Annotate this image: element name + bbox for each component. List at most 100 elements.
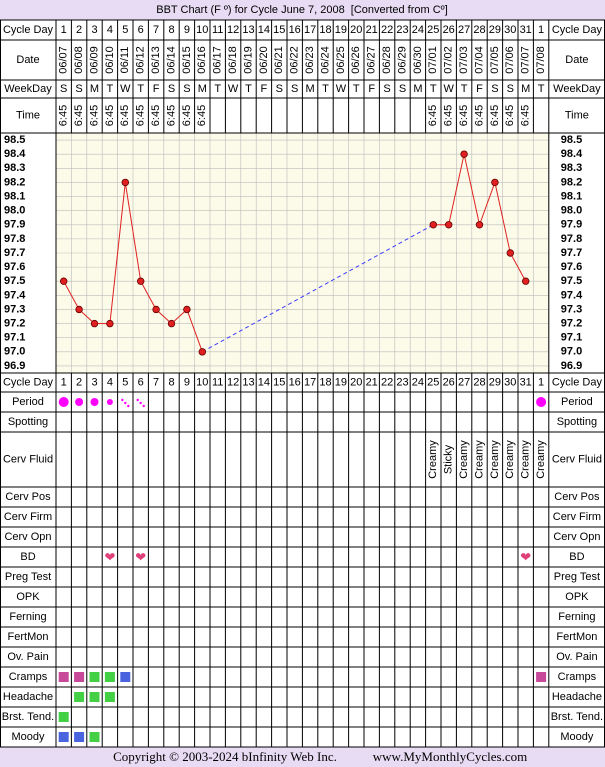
time: 6:45: [135, 105, 147, 126]
cycle-day: 5: [122, 376, 128, 388]
row-label: Spotting: [557, 416, 597, 428]
date: 06/28: [381, 46, 393, 74]
row-label: OPK: [16, 591, 40, 603]
time: 6:45: [520, 105, 532, 126]
temp-line: [63, 280, 80, 310]
date: 06/09: [88, 46, 100, 74]
date: 06/15: [181, 46, 193, 74]
y-tick-label: 98.3: [561, 162, 582, 174]
weekday: S: [75, 83, 82, 95]
row-label: Cycle Day: [3, 24, 54, 36]
cycle-day: 25: [427, 376, 439, 388]
date: 06/22: [289, 46, 301, 74]
date: 07/02: [443, 46, 455, 74]
row-label: Brst. Tend.: [551, 711, 603, 723]
row-label: Cerv Opn: [553, 531, 600, 543]
temp-point: [167, 319, 176, 328]
cycle-day: 8: [168, 24, 174, 36]
date: 06/23: [304, 46, 316, 74]
row-label: WeekDay: [553, 83, 601, 95]
row-label: Ov. Pain: [7, 651, 48, 663]
cycle-day: 3: [91, 24, 97, 36]
cycle-day: 17: [304, 376, 316, 388]
row-label: Spotting: [8, 416, 48, 428]
y-tick-label: 97.7: [4, 247, 25, 259]
weekday: W: [336, 83, 347, 95]
time: 6:45: [427, 105, 439, 126]
weekday: S: [276, 83, 283, 95]
temp-line: [124, 182, 142, 282]
weekday: M: [306, 83, 315, 95]
cycle-day: 26: [443, 376, 455, 388]
cycle-day: 15: [273, 376, 285, 388]
cycle-day: 19: [335, 24, 347, 36]
row-label: Time: [565, 109, 589, 121]
cycle-day: 12: [227, 24, 239, 36]
row-label: Cramps: [558, 671, 597, 683]
cycle-day: 6: [138, 24, 144, 36]
temp-line: [140, 280, 157, 310]
cycle-day: 23: [396, 376, 408, 388]
y-tick-label: 98.2: [561, 176, 582, 188]
cycle-day: 21: [366, 376, 378, 388]
temp-line: [448, 154, 465, 225]
symptom-box: [89, 672, 100, 682]
symptom-box: [89, 732, 100, 742]
weekday: S: [399, 83, 406, 95]
weekday: T: [245, 83, 252, 95]
cycle-day: 9: [184, 24, 190, 36]
y-tick-label: 97.9: [4, 219, 25, 231]
y-tick-label: 97.3: [561, 303, 582, 315]
y-tick-label: 97.1: [561, 332, 582, 344]
row-label: Cerv Firm: [553, 511, 601, 523]
time: 6:45: [73, 105, 85, 126]
period-dot: [75, 398, 84, 406]
date: 06/12: [135, 46, 147, 74]
cycle-day: 24: [412, 376, 424, 388]
weekday: T: [107, 83, 114, 95]
temp-point: [183, 305, 191, 314]
cycle-day: 14: [258, 24, 270, 36]
row-label: Moody: [560, 731, 594, 743]
cycle-day: 11: [212, 24, 223, 36]
cycle-day: 9: [184, 376, 190, 388]
cycle-day: 2: [76, 376, 82, 388]
date: 07/07: [520, 46, 532, 74]
date: 06/25: [335, 46, 347, 74]
date: 06/30: [412, 46, 424, 74]
temp-point: [429, 221, 437, 229]
cycle-day: 19: [335, 376, 347, 388]
bd-heart: ❤: [104, 549, 115, 564]
row-label: Cerv Fluid: [552, 453, 602, 465]
weekday: F: [368, 83, 375, 95]
temp-point: [152, 305, 160, 314]
cycle-day: 20: [350, 376, 362, 388]
cerv-fluid: Creamy: [458, 440, 470, 479]
row-label: BD: [20, 551, 35, 563]
y-tick-label: 98.4: [4, 148, 26, 160]
period-dot: [106, 399, 113, 405]
y-tick-label: 96.9: [4, 360, 25, 372]
cycle-day: 20: [350, 24, 362, 36]
cycle-day: 23: [396, 24, 408, 36]
weekday: M: [90, 83, 99, 95]
symptom-box: [74, 732, 85, 742]
y-tick-label: 98.3: [4, 162, 25, 174]
weekday: M: [521, 83, 530, 95]
row-label: Cycle Day: [552, 376, 603, 388]
weekday: T: [461, 83, 468, 95]
date: 07/03: [458, 46, 470, 74]
date: 06/24: [319, 46, 331, 74]
temp-line: [494, 182, 511, 254]
symptom-box: [58, 732, 69, 742]
cycle-day: 13: [242, 376, 254, 388]
symptom-box: [104, 692, 115, 702]
y-tick-label: 97.3: [4, 303, 25, 315]
row-label: Cerv Fluid: [3, 453, 53, 465]
cycle-day: 1: [61, 376, 67, 388]
bd-heart: ❤: [135, 549, 146, 564]
cycle-day: 27: [458, 24, 470, 36]
y-tick-label: 97.2: [4, 317, 25, 329]
row-label: FertMon: [8, 631, 49, 643]
